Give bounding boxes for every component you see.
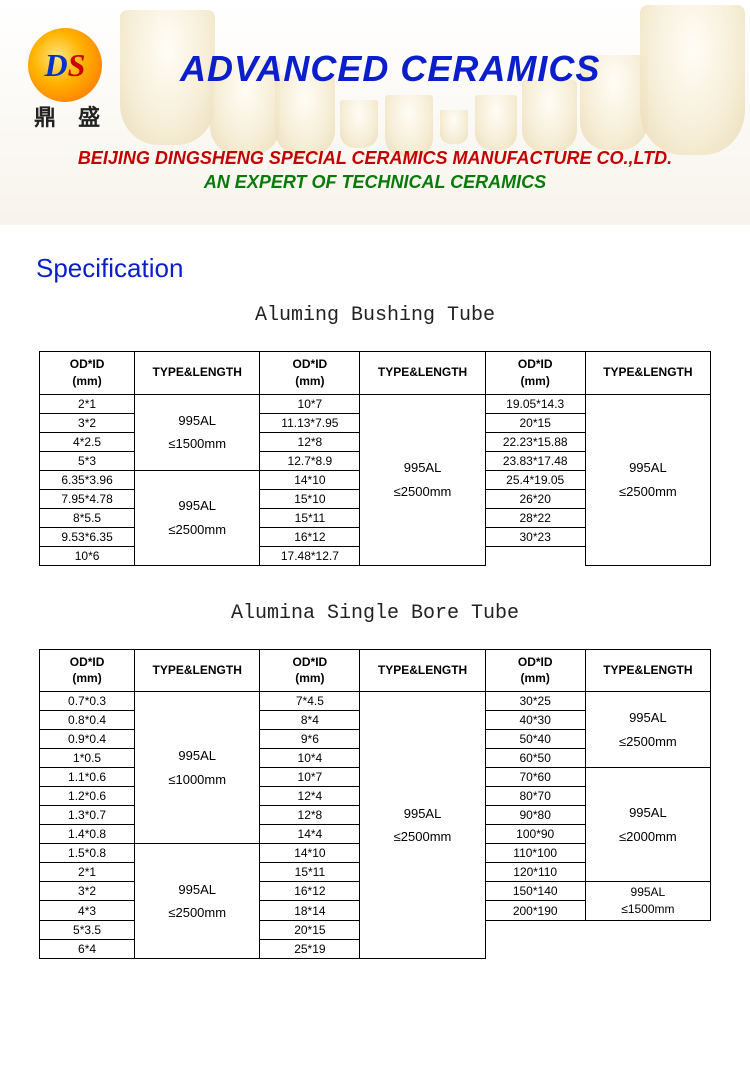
table1-title: Aluming Bushing Tube (0, 304, 750, 327)
logo-letter-s: S (68, 47, 86, 83)
col-header: TYPE&LENGTH (360, 352, 485, 395)
odid-cell: 2*1 (40, 394, 135, 413)
type-length-cell: 995AL ≤2500mm (135, 844, 260, 959)
specification-heading: Specification (36, 253, 750, 284)
col-header: TYPE&LENGTH (585, 352, 710, 395)
type-length-cell: 995AL ≤2500mm (360, 394, 485, 565)
col-header: TYPE&LENGTH (135, 352, 260, 395)
type-length-cell: 995AL≤2500mm (135, 470, 260, 565)
logo-letter-d: D (45, 47, 68, 83)
type-length-cell: 995AL ≤2500mm (360, 692, 485, 959)
company-name: BEIJING DINGSHENG SPECIAL CERAMICS MANUF… (0, 148, 750, 169)
type-length-cell: 995AL ≤1000mm (135, 692, 260, 844)
type-length-cell: 995AL≤1500mm (135, 394, 260, 470)
col-header: TYPE&LENGTH (360, 649, 485, 692)
type-length-cell: 995AL ≤2000mm (585, 768, 710, 882)
col-header: OD*ID(mm) (40, 352, 135, 395)
col-header: OD*ID(mm) (260, 352, 360, 395)
type-length-cell: 995AL ≤1500mm (585, 882, 710, 921)
company-logo: DS (28, 28, 108, 108)
main-title: ADVANCED CERAMICS (180, 48, 600, 90)
odid-cell: 10*7 (260, 394, 360, 413)
col-header: OD*ID(mm) (485, 649, 585, 692)
col-header: OD*ID(mm) (260, 649, 360, 692)
type-length-cell: 995AL ≤2500mm (585, 692, 710, 768)
col-header: OD*ID(mm) (40, 649, 135, 692)
col-header: TYPE&LENGTH (585, 649, 710, 692)
col-header: OD*ID(mm) (485, 352, 585, 395)
logo-chinese-name: 鼎 盛 (34, 100, 108, 132)
company-tagline: AN EXPERT OF TECHNICAL CERAMICS (0, 172, 750, 193)
header-banner: DS 鼎 盛 ADVANCED CERAMICS BEIJING DINGSHE… (0, 0, 750, 225)
single-bore-tube-table: OD*ID(mm) TYPE&LENGTH OD*ID(mm) TYPE&LEN… (39, 649, 711, 959)
table2-title: Alumina Single Bore Tube (0, 602, 750, 625)
bushing-tube-table: OD*ID(mm) TYPE&LENGTH OD*ID(mm) TYPE&LEN… (39, 351, 711, 566)
odid-cell: 19.05*14.3 (485, 394, 585, 413)
type-length-cell: 995AL ≤2500mm (585, 394, 710, 565)
col-header: TYPE&LENGTH (135, 649, 260, 692)
